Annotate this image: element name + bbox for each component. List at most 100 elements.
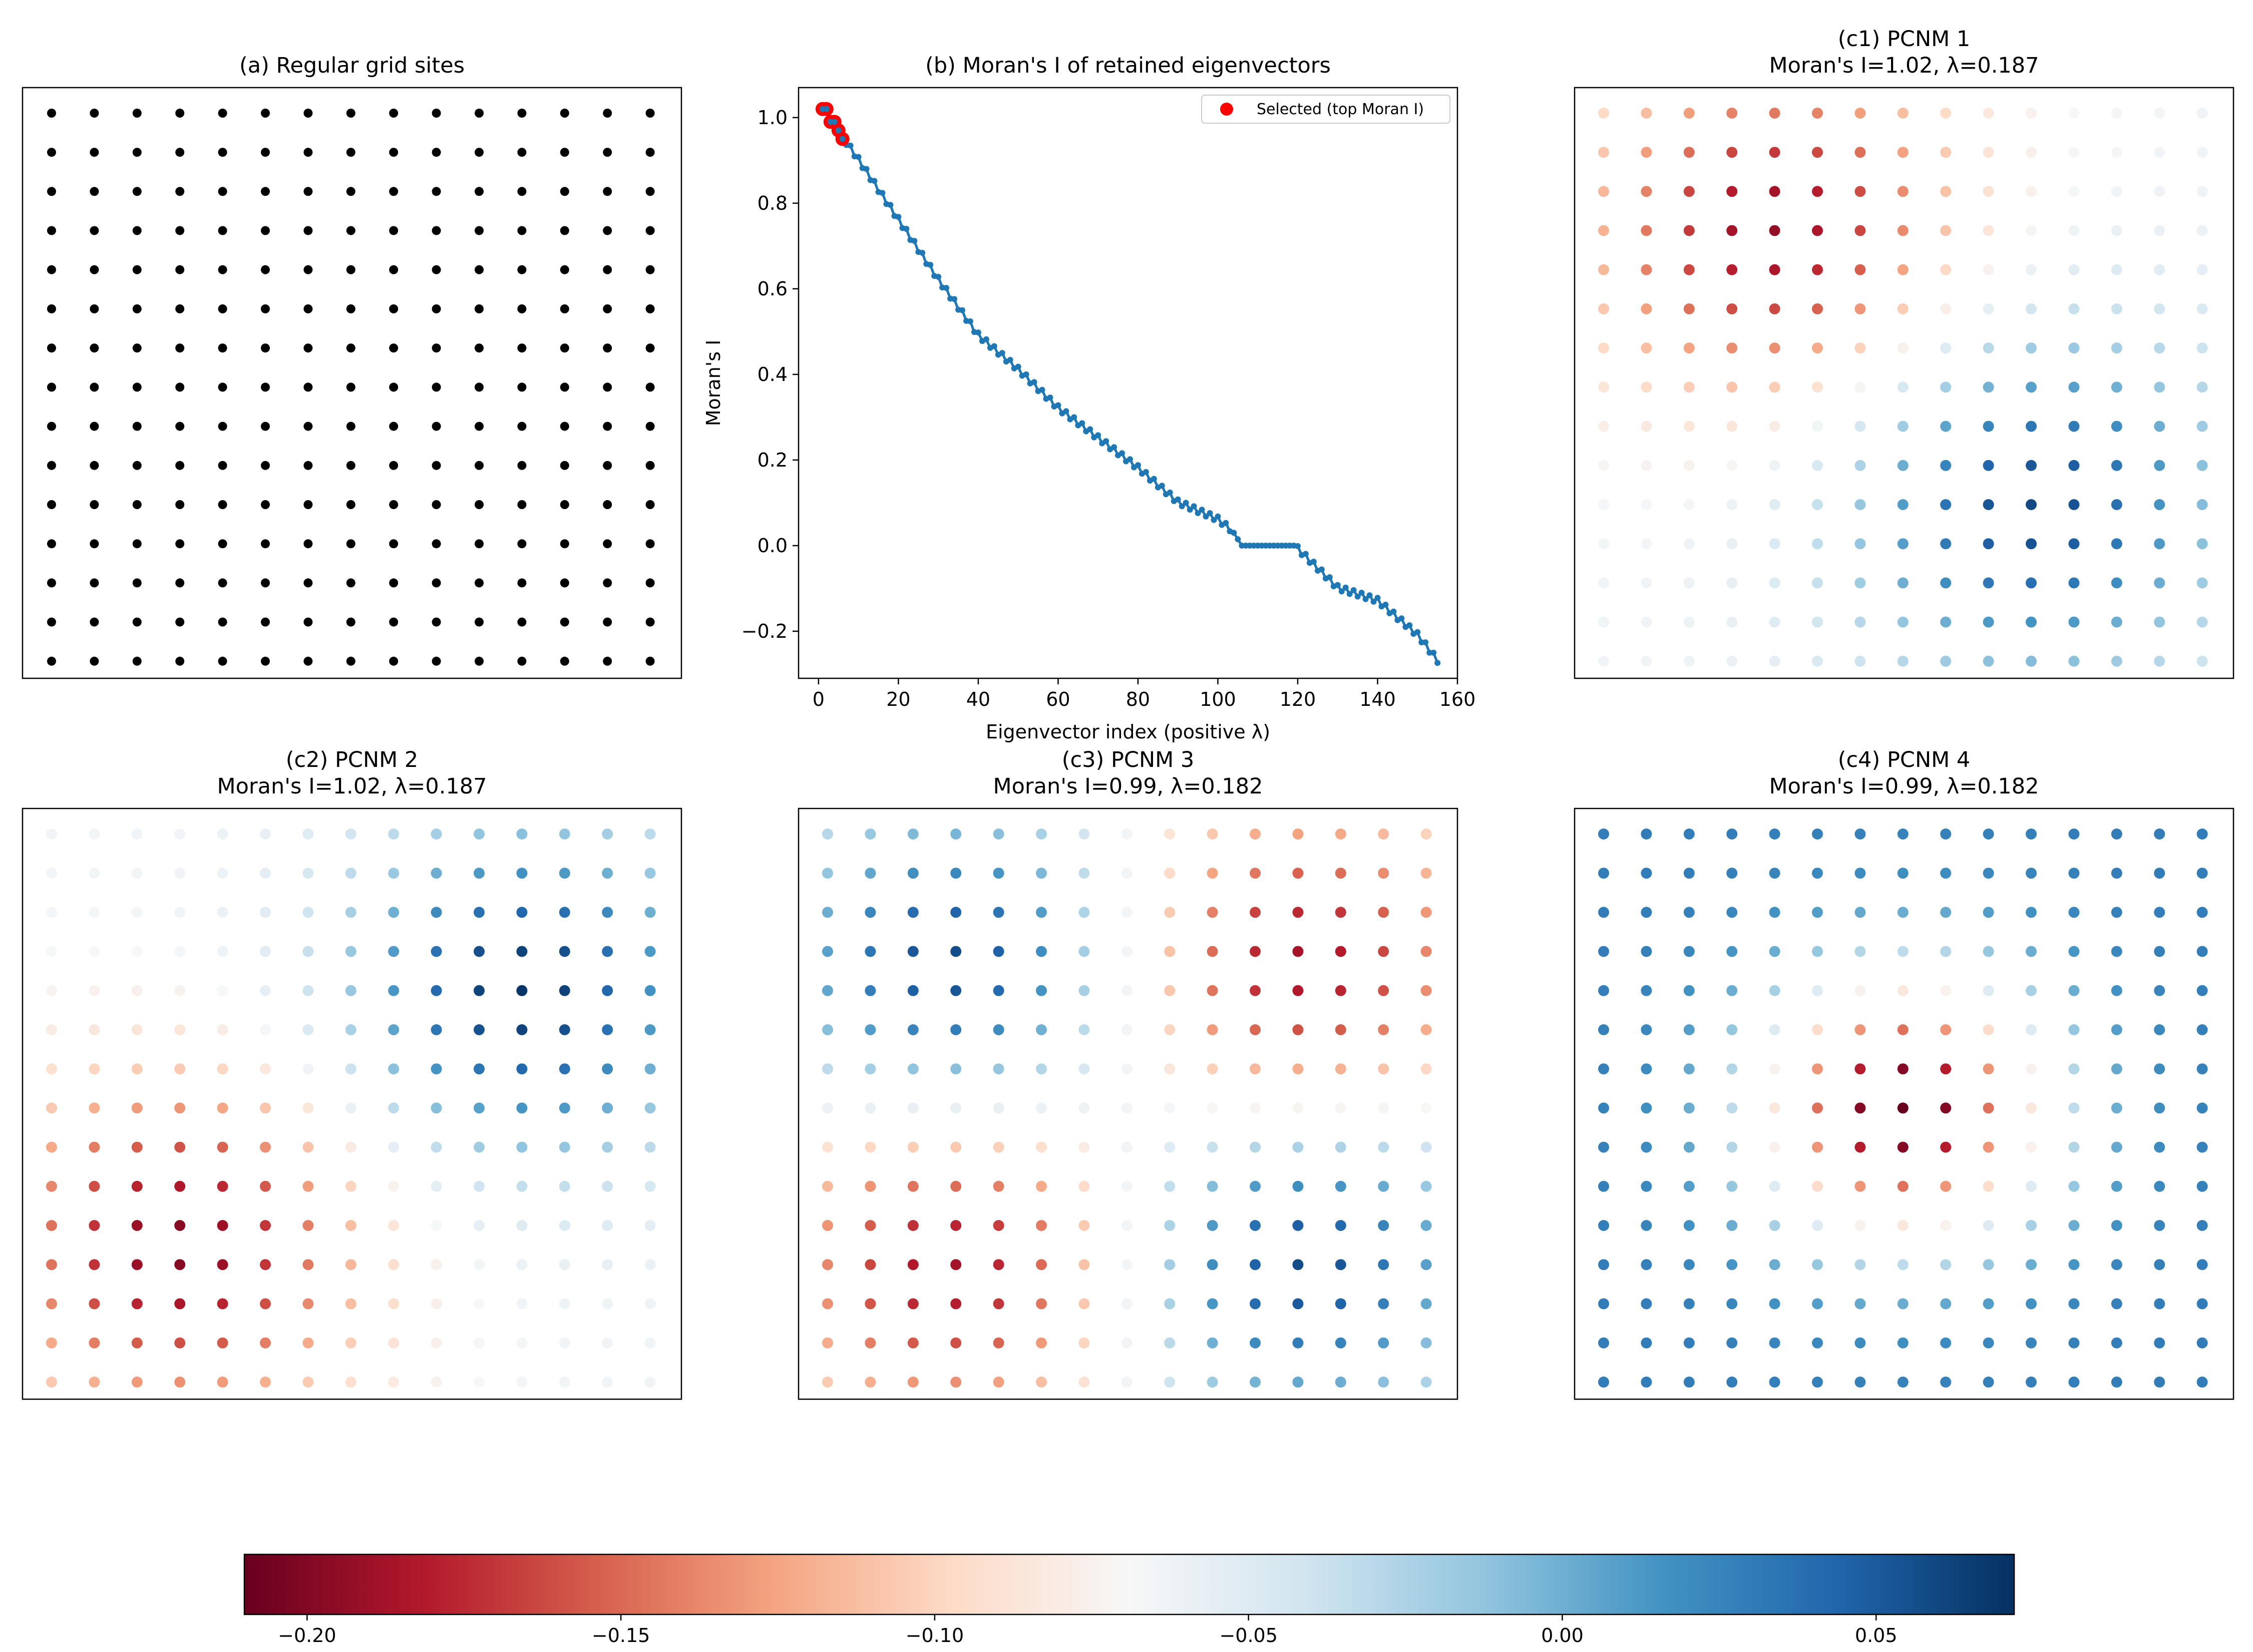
pcnm-site (822, 1102, 833, 1114)
pcnm-site (1164, 829, 1176, 840)
pcnm-site (1078, 829, 1090, 840)
pcnm-site (1897, 655, 1909, 667)
pcnm-site (559, 1259, 570, 1271)
grid-site (475, 265, 484, 274)
pcnm-site (559, 829, 570, 840)
pcnm-site (993, 829, 1004, 840)
pcnm-site (1641, 1063, 1652, 1075)
grid-site (346, 500, 355, 509)
panel-c1: (c1) PCNM 1 Moran's I=1.02, λ=0.187 (1574, 27, 2234, 679)
pcnm-site (822, 868, 833, 879)
pcnm-site (1769, 1259, 1780, 1271)
pcnm-site (2068, 421, 2080, 432)
panel-b-series (815, 102, 1441, 666)
pcnm-site (1769, 264, 1780, 275)
pcnm-site (1598, 946, 1609, 957)
pcnm-site (1164, 868, 1176, 879)
pcnm-site (1983, 460, 1994, 471)
pcnm-site (1121, 868, 1133, 879)
pcnm-site (388, 1063, 400, 1075)
pcnm-site (345, 1220, 356, 1231)
pcnm-site (1940, 421, 1952, 432)
pcnm-site (1378, 907, 1389, 918)
pcnm-site (602, 1337, 613, 1349)
pcnm-site (1683, 1259, 1695, 1271)
pcnm-site (644, 1102, 656, 1114)
series-point (1159, 483, 1165, 489)
pcnm-site (1207, 829, 1218, 840)
pcnm-site (174, 1024, 186, 1035)
panel-b-title: (b) Moran's I of retained eigenvectors (925, 53, 1331, 78)
grid-site (560, 617, 569, 627)
pcnm-site (1983, 108, 1994, 119)
pcnm-site (1769, 1063, 1780, 1075)
grid-site (218, 304, 227, 313)
pcnm-site (1683, 1102, 1695, 1114)
pcnm-site (1121, 1337, 1133, 1349)
colorbar-gradient (243, 1553, 2015, 1615)
grid-site (560, 539, 569, 549)
pcnm-site (1598, 616, 1609, 628)
pcnm-site (1683, 421, 1695, 432)
pcnm-site (431, 1024, 442, 1035)
pcnm-site (174, 868, 186, 879)
pcnm-site (217, 946, 228, 957)
grid-site (560, 343, 569, 353)
pcnm-site (1897, 829, 1909, 840)
series-point (1095, 432, 1101, 439)
pcnm-site (2068, 985, 2080, 996)
pcnm-site (1812, 108, 1823, 119)
pcnm-site (559, 1102, 570, 1114)
grid-site (175, 578, 185, 588)
pcnm-site (1598, 421, 1609, 432)
pcnm-site (1983, 499, 1994, 510)
pcnm-site (2026, 1298, 2037, 1310)
pcnm-site (993, 1337, 1004, 1349)
grid-site (175, 539, 185, 549)
pcnm-site (46, 946, 57, 957)
pcnm-site (1683, 1220, 1695, 1231)
pcnm-site (907, 1298, 919, 1310)
pcnm-site (1983, 1180, 1994, 1192)
grid-site (303, 265, 313, 274)
pcnm-site (1812, 1102, 1823, 1114)
pcnm-site (1769, 460, 1780, 471)
pcnm-site (1854, 421, 1866, 432)
pcnm-site (1207, 868, 1218, 879)
grid-site (475, 578, 484, 588)
pcnm-site (1292, 985, 1304, 996)
pcnm-site (644, 868, 656, 879)
pcnm-site (1036, 1259, 1047, 1271)
grid-site (560, 148, 569, 157)
pcnm-site (1420, 1220, 1432, 1231)
grid-site (218, 578, 227, 588)
pcnm-site (2068, 460, 2080, 471)
pcnm-site (217, 907, 228, 918)
pcnm-site (2111, 147, 2122, 158)
panel-b-frame (798, 87, 1458, 679)
pcnm-site (865, 1180, 876, 1192)
pcnm-site (1854, 1024, 1866, 1035)
pcnm-site (1854, 655, 1866, 667)
pcnm-site (2026, 985, 2037, 996)
pcnm-site (1121, 1024, 1133, 1035)
grid-site (261, 304, 270, 313)
pcnm-site (1036, 1337, 1047, 1349)
pcnm-site (1897, 985, 1909, 996)
pcnm-site (2154, 655, 2165, 667)
grid-site (560, 265, 569, 274)
pcnm-site (1121, 1141, 1133, 1153)
pcnm-site (1335, 1376, 1346, 1388)
pcnm-site (2196, 616, 2208, 628)
pcnm-site (865, 946, 876, 957)
series-point (1374, 595, 1381, 601)
series-point (847, 142, 854, 149)
pcnm-site (1420, 1063, 1432, 1075)
pcnm-site (1250, 907, 1261, 918)
pcnm-site (345, 1102, 356, 1114)
pcnm-site (302, 1063, 314, 1075)
pcnm-site (89, 1024, 100, 1035)
pcnm-site (1983, 1141, 1994, 1153)
series-point (1167, 489, 1173, 496)
grid-site (475, 656, 484, 666)
